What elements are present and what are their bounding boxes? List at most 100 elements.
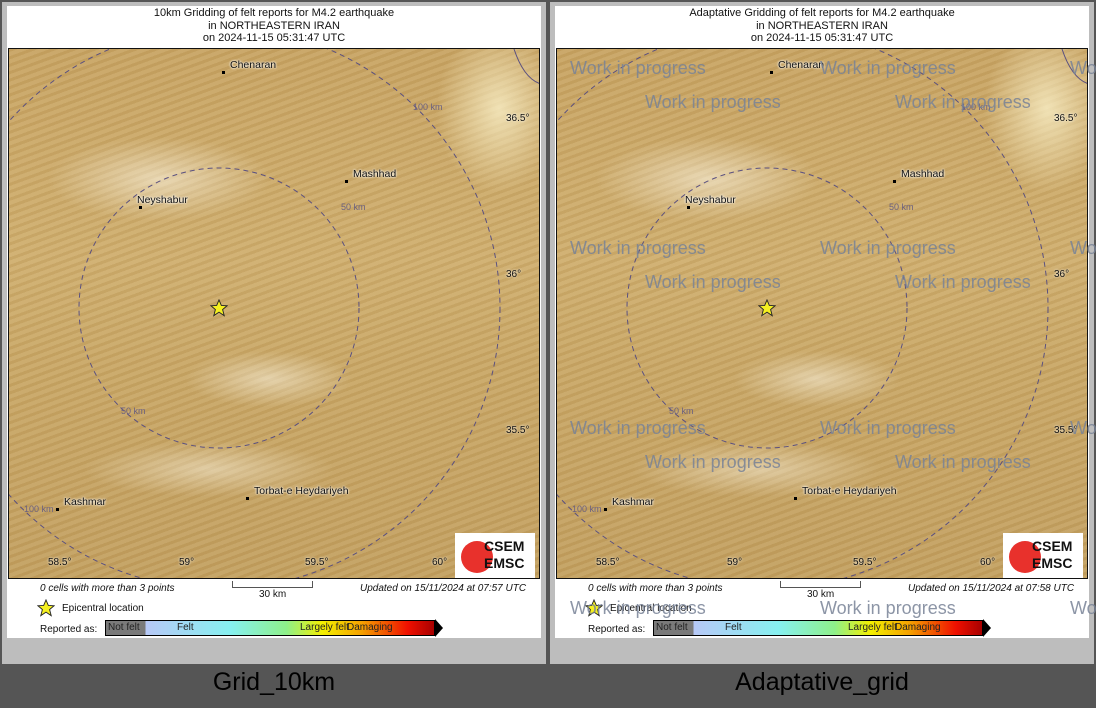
city-label: Chenaran bbox=[230, 59, 277, 71]
circle-100km bbox=[557, 49, 1049, 578]
circle-100km bbox=[9, 49, 501, 578]
colorbar-label: Damaging bbox=[347, 622, 393, 633]
colorbar-label: Not felt bbox=[108, 622, 140, 633]
distance-label: 100 km bbox=[572, 504, 602, 514]
longitude-tick: 59° bbox=[727, 557, 743, 568]
longitude-tick: 58.5° bbox=[596, 557, 620, 568]
title-line: on 2024-11-15 05:31:47 UTC bbox=[202, 32, 346, 44]
city-marker bbox=[222, 71, 225, 74]
map[interactable]: Chenaran Mashhad Neyshabur Kashmar Torbat-e … bbox=[8, 48, 540, 579]
border-line bbox=[513, 49, 539, 84]
figure-title: Adaptative Gridding of felt reports for … bbox=[555, 7, 1089, 45]
city-marker bbox=[139, 206, 142, 209]
distance-label: 100 km bbox=[961, 102, 991, 112]
legend-star-icon bbox=[36, 598, 56, 622]
city-marker bbox=[893, 180, 896, 183]
map[interactable]: Chenaran Mashhad Neyshabur Kashmar Torbat-e … bbox=[556, 48, 1088, 579]
longitude-tick: 58.5° bbox=[48, 557, 72, 568]
watermark-text: Work in progress bbox=[570, 58, 706, 78]
longitude-tick: 59° bbox=[179, 557, 195, 568]
watermark-text: Work in progress bbox=[1070, 58, 1096, 78]
legend-epicentral: Epicentral location bbox=[62, 603, 144, 614]
longitude-tick: 59.5° bbox=[853, 557, 877, 568]
city-marker bbox=[246, 497, 249, 500]
watermark-text: Work in progress bbox=[645, 92, 781, 112]
colorbar-label: Largely felt bbox=[300, 622, 349, 633]
city-label: Neyshabur bbox=[137, 194, 188, 206]
watermark-text: Work in progress bbox=[1070, 418, 1096, 438]
map-figure: Adaptative Gridding of felt reports for … bbox=[555, 6, 1089, 638]
city-marker bbox=[56, 508, 59, 511]
distance-label: 50 km bbox=[889, 202, 914, 212]
intensity-colorbar: Not felt Felt Largely felt Damaging bbox=[653, 620, 983, 636]
scale-label: 30 km bbox=[807, 589, 835, 600]
distance-label: 50 km bbox=[341, 202, 366, 212]
emsc-logo: CSEM EMSC bbox=[1003, 533, 1083, 578]
cells-note: 0 cells with more than 3 points bbox=[40, 583, 175, 594]
updated-time: Updated on 15/11/2024 at 07:57 UTC bbox=[360, 583, 527, 594]
watermark-text: Work in progress bbox=[1070, 238, 1096, 258]
distance-label: 100 km bbox=[24, 504, 54, 514]
title-line: on 2024-11-15 05:31:47 UTC bbox=[750, 32, 894, 44]
city-marker bbox=[770, 71, 773, 74]
legend-star-icon bbox=[584, 598, 604, 622]
scale-bar bbox=[232, 581, 313, 588]
city-marker bbox=[687, 206, 690, 209]
watermark-text: Work in progress bbox=[645, 272, 781, 292]
colorbar-arrow-icon bbox=[435, 619, 443, 637]
panel-grid10km: 10km Gridding of felt reports for M4.2 e… bbox=[2, 2, 546, 696]
latitude-tick: 36° bbox=[506, 269, 522, 280]
city-marker bbox=[604, 508, 607, 511]
watermark-text: Work in progress bbox=[895, 92, 1031, 112]
panel-caption: Adaptative_grid bbox=[735, 668, 909, 696]
latitude-tick: 36.5° bbox=[506, 113, 530, 124]
scale-label: 30 km bbox=[259, 589, 287, 600]
city-label: Chenaran bbox=[778, 59, 825, 71]
colorbar-arrow-icon bbox=[983, 619, 991, 637]
map-figure: 10km Gridding of felt reports for M4.2 e… bbox=[7, 6, 541, 638]
city-marker bbox=[345, 180, 348, 183]
city-marker bbox=[794, 497, 797, 500]
longitude-tick: 59.5° bbox=[305, 557, 329, 568]
circle-50km bbox=[626, 167, 908, 449]
latitude-tick: 36° bbox=[1054, 269, 1070, 280]
title-line: in NORTHEASTERN IRAN bbox=[756, 19, 888, 32]
colorbar-label: Not felt bbox=[656, 622, 688, 633]
title-line: 10km Gridding of felt reports for M4.2 e… bbox=[153, 7, 395, 19]
city-label: Mashhad bbox=[901, 168, 945, 180]
distance-label: 50 km bbox=[669, 406, 694, 416]
cells-note: 0 cells with more than 3 points bbox=[588, 583, 723, 594]
scale-bar bbox=[780, 581, 861, 588]
watermark-text: Work in progress bbox=[570, 598, 706, 618]
colorbar-label: Felt bbox=[177, 622, 194, 633]
colorbar-label: Felt bbox=[725, 622, 742, 633]
circle-50km bbox=[78, 167, 360, 449]
border-line bbox=[1061, 49, 1087, 84]
watermark-text: Work in progress bbox=[570, 418, 706, 438]
longitude-tick: 60° bbox=[980, 557, 996, 568]
watermark-text: Work in progress bbox=[895, 272, 1031, 292]
city-label: Mashhad bbox=[353, 168, 397, 180]
distance-circles bbox=[9, 49, 539, 578]
watermark-text: Work in progress bbox=[820, 58, 956, 78]
distance-label: 100 km bbox=[413, 102, 443, 112]
emsc-logo: CSEM EMSC bbox=[455, 533, 535, 578]
updated-time: Updated on 15/11/2024 at 07:58 UTC bbox=[908, 583, 1075, 594]
distance-circles bbox=[557, 49, 1087, 578]
title-line: in NORTHEASTERN IRAN bbox=[208, 19, 340, 32]
city-label: Torbat-e Heydariyeh bbox=[802, 485, 897, 497]
watermark-text: Work in progress bbox=[570, 238, 706, 258]
city-label: Neyshabur bbox=[685, 194, 736, 206]
watermark-text: Work in progress bbox=[820, 418, 956, 438]
figure-title: 10km Gridding of felt reports for M4.2 e… bbox=[7, 7, 541, 45]
watermark-text: Work in progress bbox=[895, 452, 1031, 472]
longitude-tick: 60° bbox=[432, 557, 448, 568]
panel-adaptative: Adaptative Gridding of felt reports for … bbox=[548, 0, 1096, 708]
watermark-text: Work in progress bbox=[1070, 598, 1096, 618]
watermark-text: Work in progress bbox=[820, 238, 956, 258]
latitude-tick: 35.5° bbox=[1054, 425, 1078, 436]
panel-caption: Grid_10km bbox=[212, 668, 336, 696]
colorbar-label: Damaging bbox=[895, 622, 941, 633]
intensity-colorbar: Not felt Felt Largely felt Damaging bbox=[105, 620, 435, 636]
city-label: Kashmar bbox=[64, 496, 107, 508]
